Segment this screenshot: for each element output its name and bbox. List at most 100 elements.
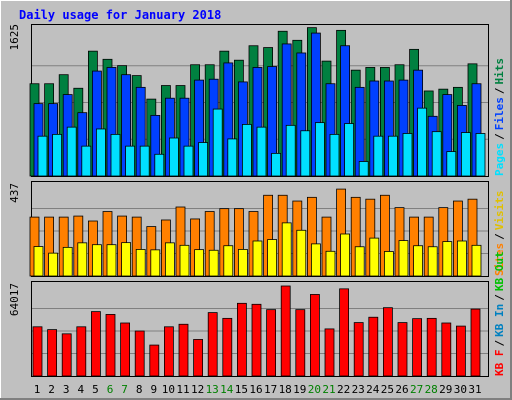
bar-kb-f-day-17 — [266, 309, 277, 377]
bar-kb-f-day-15 — [236, 302, 247, 377]
day-label-18: 18 — [279, 383, 292, 396]
bar-kb-f-day-29 — [441, 322, 452, 377]
bar-visits-day-12 — [194, 249, 205, 277]
day-label-5: 5 — [92, 383, 99, 396]
legend-kbf: KB F — [493, 350, 506, 377]
bar-pages-day-28 — [431, 131, 442, 177]
day-label-17: 17 — [264, 383, 277, 396]
day-label-10: 10 — [162, 383, 175, 396]
bar-pages-day-18 — [285, 124, 296, 177]
legend-kbin: KB In — [493, 304, 506, 337]
chart-title: Daily usage for January 2018 — [19, 8, 221, 22]
bar-kb-f-day-20 — [309, 294, 320, 377]
day-label-29: 29 — [439, 383, 452, 396]
sites-max-tick: 437 — [8, 183, 21, 203]
bar-visits-day-20 — [310, 243, 321, 277]
legend-separator: / — [493, 133, 506, 140]
day-label-26: 26 — [395, 383, 408, 396]
day-label-9: 9 — [150, 383, 157, 396]
bar-kb-f-day-24 — [368, 316, 379, 377]
bar-pages-day-31 — [475, 133, 486, 177]
day-label-19: 19 — [293, 383, 306, 396]
bar-pages-day-1 — [37, 135, 48, 177]
bar-visits-day-10 — [164, 242, 175, 277]
bar-kb-f-day-3 — [61, 333, 72, 377]
day-label-1: 1 — [34, 383, 41, 396]
hits-panel-bars — [29, 27, 486, 177]
bar-pages-day-10 — [168, 137, 179, 177]
bar-pages-day-27 — [417, 107, 428, 177]
legend-files: Files — [493, 97, 506, 130]
bar-visits-day-25 — [383, 251, 394, 277]
hits-max-tick: 1625 — [8, 24, 21, 51]
bar-visits-day-26 — [398, 240, 409, 277]
bar-visits-day-11 — [179, 244, 190, 277]
bar-visits-day-18 — [281, 222, 292, 277]
bar-kb-f-day-9 — [149, 344, 160, 377]
bar-visits-day-17 — [267, 239, 278, 277]
legend-visits: Visits — [493, 191, 506, 231]
legend-kbout: KB Out — [493, 251, 506, 291]
bar-kb-f-day-21 — [324, 328, 335, 377]
bar-pages-day-25 — [387, 135, 398, 177]
day-label-14: 14 — [220, 383, 234, 396]
bar-kb-f-day-22 — [339, 288, 350, 377]
bar-pages-day-24 — [373, 135, 384, 177]
day-label-3: 3 — [63, 383, 70, 396]
bar-visits-day-21 — [325, 250, 336, 277]
bar-kb-f-day-2 — [47, 329, 57, 377]
bar-pages-day-3 — [66, 126, 77, 177]
bar-visits-day-23 — [354, 246, 365, 277]
bar-pages-day-8 — [139, 145, 150, 177]
bar-kb-f-day-16 — [251, 303, 262, 377]
bar-kb-f-day-25 — [382, 307, 393, 377]
kb-panel-legend: KB F / KB In / KB Out — [493, 251, 506, 376]
bar-visits-day-6 — [106, 244, 117, 277]
bar-pages-day-2 — [52, 133, 62, 177]
legend-separator: / — [493, 87, 506, 94]
bar-pages-day-15 — [241, 124, 252, 177]
bar-visits-day-28 — [427, 246, 438, 277]
day-label-20: 20 — [308, 383, 321, 396]
bar-pages-day-19 — [300, 130, 311, 177]
day-label-24: 24 — [366, 383, 380, 396]
legend-separator: / — [493, 340, 506, 347]
bar-kb-f-day-28 — [426, 317, 437, 377]
sites-panel-legend: Sites / Visits — [493, 191, 506, 277]
kb-panel-bars — [32, 285, 481, 377]
bar-pages-day-14 — [227, 138, 238, 177]
bar-kb-f-day-8 — [134, 330, 145, 377]
day-label-12: 12 — [191, 383, 204, 396]
bar-visits-day-29 — [442, 241, 453, 277]
bar-pages-day-21 — [329, 133, 340, 177]
bar-visits-day-8 — [135, 249, 146, 277]
legend-pages: Pages — [493, 143, 506, 176]
bar-visits-day-22 — [340, 233, 351, 277]
day-label-21: 21 — [322, 383, 335, 396]
bar-visits-day-1 — [33, 246, 44, 277]
bar-visits-day-4 — [77, 242, 88, 277]
bar-kb-f-day-13 — [207, 312, 218, 377]
bar-visits-day-16 — [252, 240, 263, 277]
legend-sites: Sites — [493, 243, 506, 276]
day-label-4: 4 — [77, 383, 84, 396]
bar-visits-day-15 — [237, 249, 248, 277]
kb-max-tick: 64017 — [8, 283, 21, 316]
bar-pages-day-20 — [314, 122, 325, 177]
day-label-23: 23 — [352, 383, 365, 396]
bar-visits-day-31 — [471, 244, 482, 277]
bar-kb-f-day-19 — [295, 309, 306, 377]
bar-kb-f-day-31 — [470, 308, 481, 377]
bar-pages-day-22 — [344, 123, 355, 177]
bar-visits-day-27 — [413, 245, 424, 277]
day-label-8: 8 — [136, 383, 143, 396]
bar-kb-f-day-12 — [193, 339, 204, 377]
bar-kb-f-day-1 — [32, 326, 43, 377]
day-label-2: 2 — [48, 383, 55, 396]
bar-pages-day-13 — [212, 108, 223, 177]
bar-kb-f-day-6 — [105, 314, 116, 377]
day-label-31: 31 — [468, 383, 481, 396]
bar-pages-day-29 — [446, 151, 457, 177]
bar-kb-f-day-30 — [455, 325, 466, 377]
